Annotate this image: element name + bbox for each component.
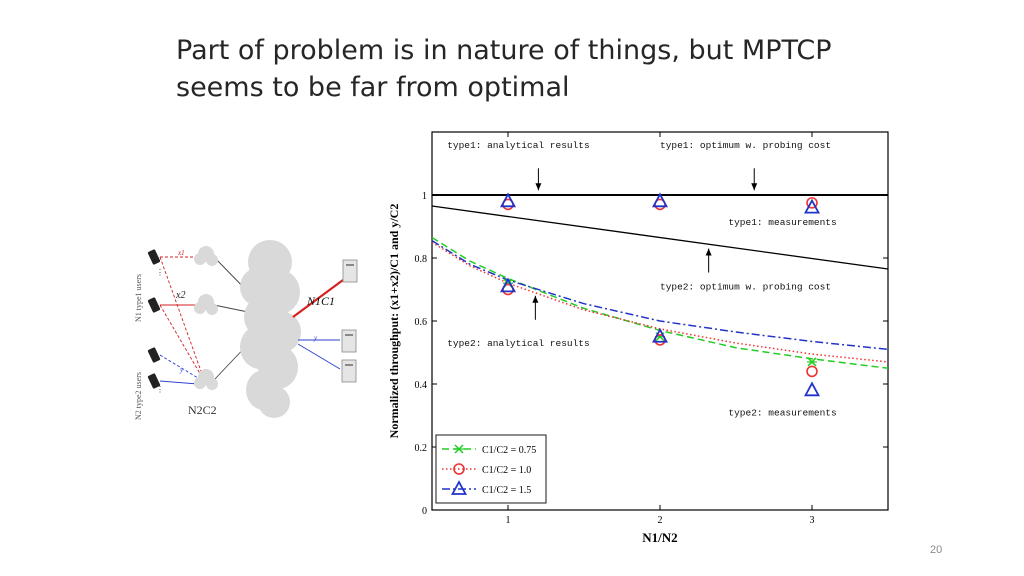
annotation-arrowhead [535, 183, 542, 191]
x1-label: x1 [177, 249, 185, 257]
data-point [806, 365, 818, 378]
access-cloud [194, 369, 218, 390]
n1c1-label: N1C1 [306, 294, 335, 308]
annotation-label: type2: measurements [728, 408, 836, 419]
series-line [431, 240, 889, 351]
phone-icon [147, 347, 161, 363]
data-point [651, 327, 669, 343]
access-cloud [194, 246, 218, 266]
x-tick-label: 3 [810, 515, 815, 526]
data-point [806, 197, 818, 209]
x-axis-label: N1/N2 [642, 530, 677, 545]
y-tick-label: 0.2 [415, 443, 428, 454]
n2c2-label: N2C2 [188, 403, 217, 417]
group1-label: N1 type1 users [134, 274, 143, 322]
annotation-label: type2: analytical results [447, 338, 590, 349]
data-point [454, 444, 464, 454]
annotation-label: type1: measurements [728, 217, 836, 228]
data-point [803, 198, 821, 214]
title-line-2: seems to be far from optimal [176, 72, 570, 103]
group2-label: N2 type2 users [134, 372, 143, 420]
data-point [807, 357, 817, 367]
server-icon [341, 359, 357, 383]
data-point [803, 381, 821, 397]
y-axis-label: Normalized throughput: (x1+x2)/C1 and y/… [387, 204, 401, 439]
access-cloud [194, 294, 218, 315]
legend-label: C1/C2 = 1.5 [482, 485, 531, 496]
series-line [431, 236, 889, 369]
throughput-chart: 0 0.2 0.4 0.6 0.8 1 1 2 3 type1: analytical resu… [387, 131, 889, 545]
reference-line [431, 205, 889, 270]
annotation-arrowhead [751, 183, 758, 191]
annotation-label: type1: optimum w. probing cost [660, 140, 831, 151]
y-label: y [179, 366, 184, 374]
legend-label: C1/C2 = 1.0 [482, 465, 531, 476]
data-point [450, 480, 468, 495]
y-label: y [313, 334, 318, 342]
annotation-label: type2: optimum w. probing cost [660, 282, 831, 293]
ellipsis-icon: ⋮ [156, 385, 164, 394]
data-point [499, 192, 517, 208]
type1-links [159, 256, 203, 378]
annotation-arrowhead [705, 248, 712, 256]
phone-icon [147, 297, 161, 313]
ellipsis-icon: ⋮ [156, 268, 164, 277]
y-tick-label: 0.4 [415, 380, 428, 391]
data-point [453, 463, 465, 475]
data-point [499, 277, 517, 293]
annotation-label: type1: analytical results [447, 140, 590, 151]
slide-title: Part of problem is in nature of things, … [176, 32, 896, 106]
n1c1-link [292, 279, 344, 318]
type2-server-link [297, 343, 341, 370]
phone-icon [147, 249, 161, 265]
server-icon [342, 259, 358, 283]
y-tick-label: 0 [422, 506, 427, 517]
legend-label: C1/C2 = 0.75 [482, 445, 536, 456]
page-number: 20 [930, 544, 943, 556]
phone-icon [147, 373, 161, 389]
annotation-arrowhead [532, 295, 539, 303]
y-tick-label: 1 [422, 191, 427, 202]
network-diagram: N1 type1 users N2 type2 users ⋮ ⋮ [134, 240, 358, 420]
data-point [651, 192, 669, 208]
core-network-cloud [240, 240, 301, 418]
y-tick-label: 0.6 [415, 317, 428, 328]
x2-label: x2 [175, 290, 185, 301]
x-tick-label: 1 [506, 515, 511, 526]
type2-links [159, 354, 199, 385]
title-line-1: Part of problem is in nature of things, … [176, 35, 832, 66]
x-tick-label: 2 [658, 515, 663, 526]
y-tick-label: 0.8 [415, 254, 428, 265]
server-icon [341, 329, 357, 353]
